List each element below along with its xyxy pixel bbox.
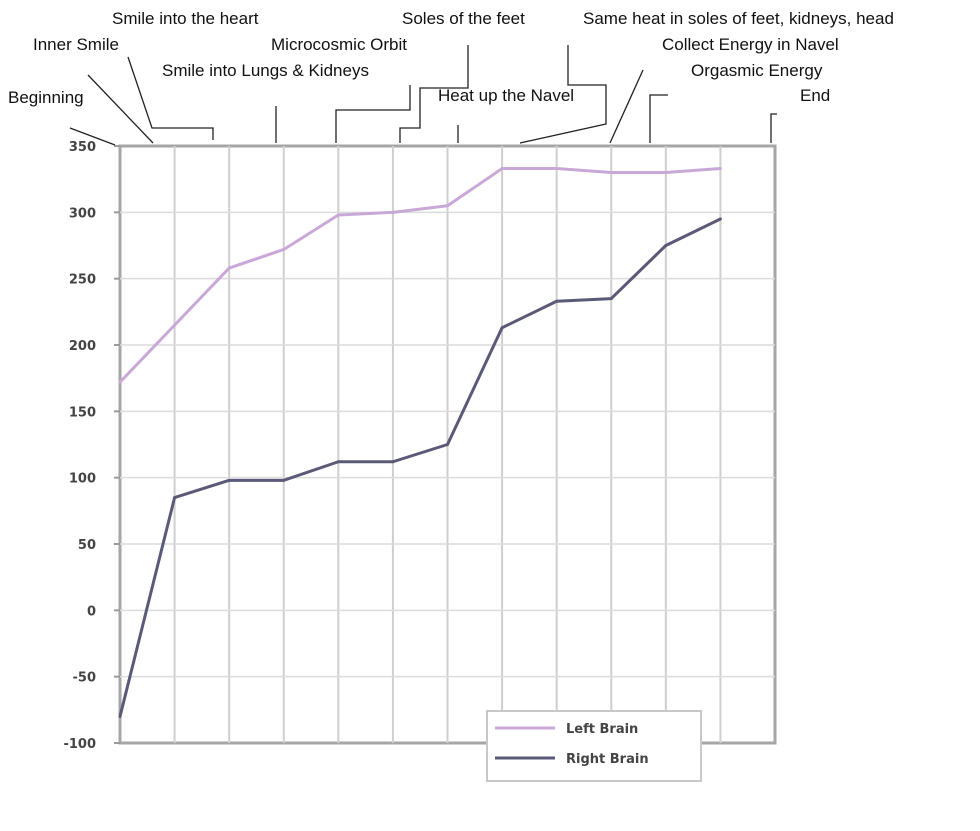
data-point <box>391 460 395 464</box>
annotation-leader-line <box>770 113 777 143</box>
y-tick-label: 100 <box>69 472 96 487</box>
annotation-label: Smile into Lungs & Kidneys <box>162 61 369 80</box>
annotation-leader-line <box>87 74 154 144</box>
data-point <box>664 171 668 175</box>
data-point <box>609 171 613 175</box>
legend-label: Left Brain <box>566 722 638 737</box>
y-tick-label: 300 <box>69 206 96 221</box>
data-point <box>227 478 231 482</box>
series-line-left-brain <box>118 167 721 384</box>
data-point <box>173 496 177 500</box>
annotation-label: Orgasmic Energy <box>691 61 823 80</box>
annotation-label: Inner Smile <box>33 35 119 54</box>
data-point <box>718 167 722 171</box>
data-point <box>336 460 340 464</box>
data-point <box>282 478 286 482</box>
annotation-label: Soles of the feet <box>402 9 525 28</box>
y-tick-label: 50 <box>78 538 96 553</box>
data-point <box>173 323 177 327</box>
annotation-label: Smile into the heart <box>112 9 259 28</box>
series-line-right-brain <box>118 217 722 717</box>
annotation-label: Heat up the Navel <box>438 86 574 105</box>
legend-label: Right Brain <box>566 752 649 767</box>
data-point <box>446 443 449 446</box>
legend-box <box>486 710 702 782</box>
y-tick-label: 150 <box>69 405 96 420</box>
data-point <box>336 213 340 217</box>
annotation-leader-line <box>649 94 668 143</box>
data-point <box>227 266 231 270</box>
data-point <box>118 714 122 718</box>
annotation-leader-line <box>335 85 411 143</box>
data-point <box>609 297 613 301</box>
y-tick-label: 0 <box>87 604 96 619</box>
data-point <box>391 210 395 214</box>
annotation-label: End <box>800 86 830 105</box>
data-point <box>500 167 504 171</box>
data-point <box>718 217 722 221</box>
data-point <box>555 299 559 303</box>
data-point <box>500 326 504 330</box>
annotation-label: Beginning <box>8 88 84 107</box>
annotations: Beginning Inner Smile Smile into the heart… <box>8 9 894 146</box>
annotation-label: Microcosmic Orbit <box>271 35 407 54</box>
annotation-leader-line <box>519 45 607 144</box>
annotation-label: Same heat in soles of feet, kidneys, hea… <box>583 9 894 28</box>
data-point <box>446 204 449 208</box>
annotation-leader-line <box>127 56 214 140</box>
y-tick-label: 200 <box>69 339 96 354</box>
y-tick-label: -50 <box>73 671 97 686</box>
y-tick-label: 250 <box>69 273 96 288</box>
data-point <box>664 244 668 247</box>
annotation-leader-line <box>69 127 116 146</box>
legend: Left Brain Right Brain <box>486 710 702 782</box>
annotation-label: Collect Energy in Navel <box>662 35 839 54</box>
annotation-leader-line <box>609 69 644 144</box>
y-axis: -100 -50 0 50 100 150 200 250 300 350 <box>63 140 120 752</box>
y-tick-label: -100 <box>63 737 96 752</box>
annotation-leader-line <box>399 45 469 143</box>
y-tick-label: 350 <box>69 140 96 155</box>
data-point <box>555 167 559 171</box>
series-lines <box>118 167 722 718</box>
data-point <box>282 247 286 251</box>
data-point <box>118 380 122 384</box>
